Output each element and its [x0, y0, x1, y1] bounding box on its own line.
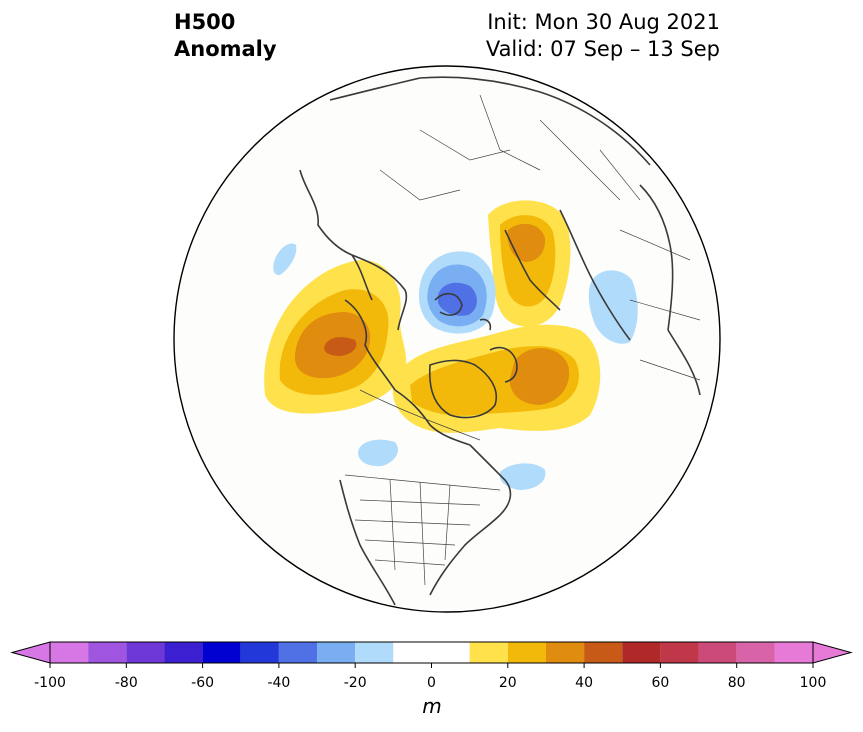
colorbar-tick-label: -80 — [114, 675, 138, 691]
colorbar-tick-label: -20 — [343, 675, 367, 691]
init-date: Init: Mon 30 Aug 2021 — [487, 10, 720, 34]
anomaly-negative-pnw — [358, 439, 398, 467]
anomaly-positive-greenland — [392, 324, 601, 433]
plot-title: H500 Anomaly — [174, 9, 277, 63]
valid-range: Valid: 07 Sep – 13 Sep — [485, 37, 720, 61]
colorbar-cell — [774, 642, 813, 663]
colorbar-tick-label: -100 — [34, 675, 66, 691]
anomaly-negative-siberia — [588, 270, 638, 344]
colorbar-tick-label: 60 — [651, 675, 670, 691]
colorbar-high-extend — [812, 641, 853, 664]
colorbar-cell — [507, 642, 546, 663]
colorbar-cell — [164, 642, 203, 663]
colorbar-low-extend — [10, 641, 51, 664]
anomaly-negative-atlantic-canada — [499, 463, 546, 490]
colorbar-cell — [622, 642, 661, 663]
colorbar-cell — [317, 642, 356, 663]
colorbar-cell — [50, 642, 89, 663]
colorbar-cell — [584, 642, 623, 663]
plot-dates: Init: Mon 30 Aug 2021 Valid: 07 Sep – 13… — [486, 9, 720, 63]
colorbar-tick-label: 80 — [727, 675, 746, 691]
title-variable: H500 — [174, 10, 236, 34]
map-disc — [174, 66, 720, 612]
borders — [344, 94, 701, 586]
colorbar-cell — [660, 642, 699, 663]
colorbar-tick-label: 20 — [498, 675, 517, 691]
anomaly-positive-scandinavia — [488, 200, 571, 327]
colorbar-tick-label: 100 — [799, 675, 827, 691]
colorbar-tick-label: 40 — [575, 675, 594, 691]
colorbar-cell — [278, 642, 318, 663]
map-background — [174, 66, 720, 612]
colorbar — [10, 641, 853, 668]
colorbar-cell — [393, 642, 470, 663]
colorbar-cell — [202, 642, 241, 663]
colorbar-cell — [88, 642, 127, 663]
colorbar-unit: m — [422, 694, 442, 718]
colorbar-cell — [240, 642, 279, 663]
colorbar-cell — [545, 642, 585, 663]
anomaly-negative-pacific — [273, 243, 297, 276]
map-boundary — [173, 65, 721, 613]
coastlines — [299, 76, 701, 606]
colorbar-cell — [469, 642, 508, 663]
colorbar-cell — [698, 642, 737, 663]
colorbar-cell — [126, 642, 165, 663]
colorbar-tick-label: -40 — [267, 675, 291, 691]
colorbar-tick-label: 0 — [427, 675, 436, 691]
colorbar-cell — [355, 642, 394, 663]
polar-map — [173, 65, 721, 613]
anomaly-negative-arctic — [418, 251, 496, 334]
title-type: Anomaly — [174, 37, 277, 61]
colorbar-tick-label: -60 — [191, 675, 215, 691]
colorbar-cell — [736, 642, 775, 663]
